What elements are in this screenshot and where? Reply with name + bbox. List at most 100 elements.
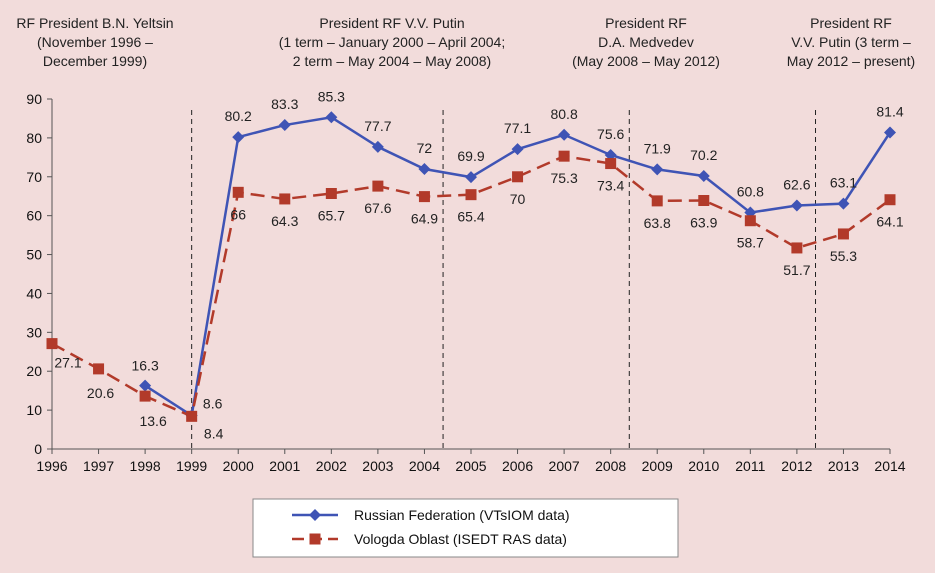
- data-point-marker: [697, 170, 710, 182]
- data-point-marker: [139, 390, 151, 402]
- data-label: 60.8: [737, 184, 764, 200]
- period-label-line: RF President B.N. Yeltsin: [16, 15, 173, 31]
- period-label-line: V.V. Putin (3 term –: [791, 34, 911, 50]
- period-label: President RF V.V. Putin (1 term – January…: [279, 15, 505, 69]
- data-label: 81.4: [876, 103, 903, 119]
- y-tick-label: 40: [26, 285, 42, 301]
- data-label: 8.6: [203, 396, 223, 412]
- period-dividers: [191, 110, 817, 449]
- data-point-marker: [791, 242, 803, 254]
- data-label: 73.4: [597, 178, 624, 194]
- data-point-marker: [46, 338, 58, 350]
- data-label: 67.6: [364, 200, 391, 216]
- y-tick-label: 20: [26, 363, 42, 379]
- period-label-line: May 2012 – present): [787, 53, 915, 69]
- data-point-marker: [325, 188, 337, 199]
- period-annotations: RF President B.N. Yeltsin (November 1996 …: [16, 15, 915, 69]
- data-label: 75.6: [597, 126, 624, 142]
- data-point-marker: [837, 197, 850, 210]
- y-tick-label: 80: [26, 130, 42, 146]
- data-label: 13.6: [139, 413, 166, 429]
- data-label: 64.1: [876, 214, 903, 230]
- data-point-marker: [512, 171, 524, 183]
- legend: Russian Federation (VTsIOM data) Vologda …: [252, 498, 679, 558]
- x-tick-label: 2012: [781, 458, 812, 474]
- y-tick-label: 60: [26, 208, 42, 224]
- data-point-marker: [232, 131, 245, 144]
- data-label: 85.3: [318, 88, 345, 104]
- x-tick-label: 2004: [409, 458, 440, 474]
- x-tick-label: 1996: [36, 458, 67, 474]
- period-label-line: President RF: [810, 15, 892, 31]
- x-tick-label: 2013: [828, 458, 859, 474]
- data-point-marker: [278, 119, 291, 132]
- y-tick-label: 30: [26, 324, 42, 340]
- legend-entry-label: Russian Federation (VTsIOM data): [354, 507, 570, 523]
- data-label: 62.6: [783, 177, 810, 193]
- data-label: 20.6: [87, 385, 114, 401]
- x-tick-label: 1999: [176, 458, 207, 474]
- data-point-marker: [884, 126, 896, 139]
- data-label: 64.9: [411, 211, 438, 227]
- period-label-line: 2 term – May 2004 – May 2008): [293, 53, 491, 69]
- data-point-marker: [698, 195, 710, 206]
- series-layer: 16.3 8.6 80.2 83.3 85.3 77.7 72 69.9 77.1 80.8 75.…: [46, 88, 904, 441]
- x-tick-label: 2001: [269, 458, 300, 474]
- data-point-marker: [279, 193, 291, 205]
- data-point-marker: [418, 163, 431, 175]
- data-label: 69.9: [457, 148, 484, 164]
- data-label: 71.9: [644, 140, 671, 156]
- data-point-marker: [651, 195, 663, 207]
- period-label-line: D.A. Medvedev: [598, 34, 694, 50]
- data-point-marker: [372, 180, 384, 192]
- data-point-marker: [744, 215, 756, 227]
- data-label: 77.7: [364, 118, 391, 134]
- period-label-line: December 1999): [43, 53, 147, 69]
- data-label: 75.3: [550, 170, 577, 186]
- data-label: 55.3: [830, 248, 857, 264]
- data-point-marker: [325, 111, 338, 124]
- data-label: 8.4: [204, 425, 224, 441]
- series-russian-federation: 16.3 8.6 80.2 83.3 85.3 77.7 72 69.9 77.1 80.8 75.…: [131, 88, 904, 422]
- data-label: 27.1: [54, 355, 81, 371]
- data-label: 80.2: [225, 108, 252, 124]
- x-tick-label: 2006: [502, 458, 533, 474]
- data-point-marker: [418, 191, 430, 203]
- series-vologda-oblast: 27.1 20.6 13.6 8.4 66 64.3 65.7 67.6 64.9 65.4 70 7…: [46, 150, 904, 441]
- y-tick-label: 10: [26, 402, 42, 418]
- data-point-marker: [93, 363, 105, 375]
- legend-box: [252, 498, 679, 558]
- period-label-line: (1 term – January 2000 – April 2004;: [279, 34, 505, 50]
- x-tick-label: 2005: [455, 458, 486, 474]
- data-point-marker: [511, 143, 524, 156]
- x-tick-label: 2000: [223, 458, 254, 474]
- data-point-marker: [465, 171, 477, 184]
- data-point-marker: [232, 186, 244, 198]
- data-point-marker: [371, 140, 384, 153]
- data-label: 72: [417, 140, 433, 156]
- period-label: President RF V.V. Putin (3 term – May 2012…: [787, 15, 915, 69]
- data-label: 63.8: [644, 215, 671, 231]
- y-tick-label: 90: [26, 91, 42, 107]
- data-label: 66: [230, 206, 246, 222]
- data-label: 70: [510, 191, 526, 207]
- y-tick-label: 0: [34, 441, 42, 457]
- period-label: President RF D.A. Medvedev (May 2008 – May…: [572, 15, 720, 69]
- data-label: 58.7: [737, 235, 764, 251]
- period-label-line: President RF: [605, 15, 687, 31]
- period-label-line: (November 1996 –: [37, 34, 153, 50]
- data-point-marker: [139, 379, 152, 392]
- legend-swatch-marker: [309, 533, 321, 545]
- x-tick-label: 2002: [316, 458, 347, 474]
- x-tick-label: 2008: [595, 458, 626, 474]
- data-label: 80.8: [550, 106, 577, 122]
- data-label: 64.3: [271, 213, 298, 229]
- x-tick-label: 2009: [642, 458, 673, 474]
- data-label: 83.3: [271, 96, 298, 112]
- data-point-marker: [884, 194, 896, 206]
- x-tick-label: 2003: [362, 458, 393, 474]
- data-point-marker: [558, 128, 571, 141]
- axes: 0 10 20 30 40 50 60 70 80 90 1996 1997 1998 1999 2000 2…: [26, 91, 905, 474]
